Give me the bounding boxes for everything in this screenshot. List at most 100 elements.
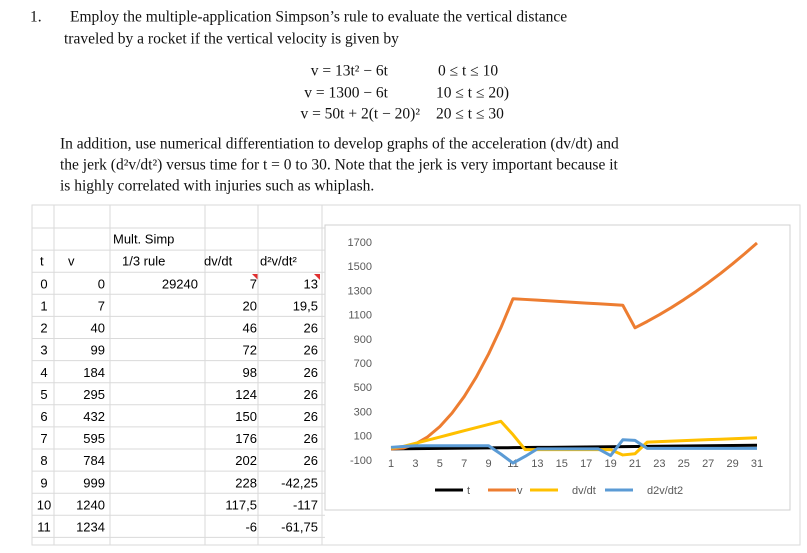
x-tick-label: 13 (531, 458, 543, 470)
cell-text: 0 (98, 276, 105, 291)
cell-text: 1234 (76, 520, 105, 535)
cell-text: 72 (243, 343, 257, 358)
cell-text: 8 (40, 453, 47, 468)
column-header: d²v/dt² (260, 253, 298, 268)
cell-text: 999 (83, 475, 105, 490)
equation-range: 0 ≤ t ≤ 10 (438, 63, 498, 80)
equation-range: 20 ≤ t ≤ 30 (436, 106, 504, 123)
cell-text: 26 (304, 321, 318, 336)
y-tick-label: 1100 (348, 310, 372, 322)
cell-text: 7 (250, 276, 257, 291)
paragraph-line: is highly correlated with injuries such … (60, 178, 374, 195)
cell-text: 13 (304, 276, 318, 291)
cell-text: 46 (243, 321, 257, 336)
y-tick-label: 900 (354, 334, 372, 346)
cell-text: -42,25 (281, 475, 318, 490)
cell-text: -61,75 (281, 520, 318, 535)
intro-line: Employ the multiple-application Simpson’… (70, 9, 567, 26)
x-tick-label: 9 (486, 458, 492, 470)
cell-text: 2 (40, 321, 47, 336)
legend-label: dv/dt (572, 485, 596, 497)
cell-text: 9 (40, 475, 47, 490)
y-tick-label: 1500 (348, 261, 372, 273)
cell-text: -6 (245, 520, 257, 535)
x-tick-label: 27 (702, 458, 714, 470)
cell-text: 11 (37, 520, 51, 535)
x-tick-label: 31 (751, 458, 763, 470)
cell-text: -117 (293, 497, 318, 512)
series-line (390, 241, 758, 451)
cell-text: 124 (235, 387, 257, 402)
chart-frame (324, 224, 791, 511)
y-tick-label: -100 (350, 455, 372, 467)
cell-text: 1240 (76, 497, 105, 512)
equation-range: 10 ≤ t ≤ 20) (436, 85, 509, 102)
y-tick-label: 1700 (348, 237, 372, 249)
x-tick-label: 3 (412, 458, 418, 470)
column-header: t (40, 253, 44, 268)
cell-text: 20 (243, 299, 257, 314)
intro-line: traveled by a rocket if the vertical vel… (64, 31, 399, 48)
cell-text: 7 (98, 299, 105, 314)
cell-text: 117,5 (225, 497, 257, 512)
cell-text: 0 (40, 276, 47, 291)
cell-text: 5 (40, 387, 47, 402)
legend-label: t (467, 485, 470, 497)
equation: v = 50t + 2(t − 20)² (300, 106, 420, 123)
column-header: Mult. Simp (113, 231, 174, 246)
cell-text: 26 (304, 409, 318, 424)
cell-text: 26 (304, 453, 318, 468)
paragraph-line: In addition, use numerical differentiati… (60, 136, 619, 153)
cell-text: 4 (40, 365, 47, 380)
x-tick-label: 17 (580, 458, 592, 470)
equation: v = 13t² − 6t (311, 63, 389, 80)
cell-text: 19,5 (293, 299, 318, 314)
x-tick-label: 21 (629, 458, 641, 470)
column-header: dv/dt (204, 253, 233, 268)
paragraph-line: the jerk (d²v/dt²) versus time for t = 0… (60, 157, 619, 174)
cell-text: 7 (40, 431, 47, 446)
x-tick-label: 15 (556, 458, 568, 470)
problem-number: 1. (30, 9, 42, 26)
cell-text: 98 (243, 365, 257, 380)
column-header: 1/3 rule (122, 253, 165, 268)
x-tick-label: 1 (388, 458, 394, 470)
cell-text: 595 (83, 431, 105, 446)
series-line (390, 438, 757, 465)
cell-text: 784 (83, 453, 105, 468)
y-tick-label: 300 (354, 406, 372, 418)
cell-text: 295 (83, 387, 105, 402)
legend-label: v (517, 485, 523, 497)
cell-text: 10 (37, 497, 51, 512)
column-header: v (68, 253, 75, 268)
x-tick-label: 5 (437, 458, 443, 470)
x-tick-label: 7 (461, 458, 467, 470)
legend-label: d2v/dt2 (647, 485, 683, 497)
cell-text: 26 (304, 431, 318, 446)
x-tick-label: 23 (653, 458, 665, 470)
x-tick-label: 19 (604, 458, 616, 470)
x-tick-label: 29 (726, 458, 738, 470)
cell-text: 6 (40, 409, 47, 424)
cell-text: 3 (40, 343, 47, 358)
y-tick-label: 1300 (348, 285, 372, 297)
equation: v = 1300 − 6t (304, 85, 388, 102)
series-line (390, 443, 758, 451)
cell-text: 150 (235, 409, 257, 424)
cell-text: 26 (304, 365, 318, 380)
cell-text: 176 (235, 431, 257, 446)
y-tick-label: 700 (354, 358, 372, 370)
cell-text: 99 (91, 343, 105, 358)
x-tick-label: 25 (678, 458, 690, 470)
cell-text: 26 (304, 387, 318, 402)
cell-text: 1 (40, 299, 47, 314)
cell-text: 40 (91, 321, 105, 336)
cell-text: 184 (83, 365, 105, 380)
simpson-result: 29240 (162, 276, 198, 291)
y-tick-label: 100 (354, 431, 372, 443)
cell-text: 432 (83, 409, 105, 424)
cell-text: 202 (235, 453, 257, 468)
cell-text: 228 (235, 475, 257, 490)
y-tick-label: 500 (354, 382, 372, 394)
